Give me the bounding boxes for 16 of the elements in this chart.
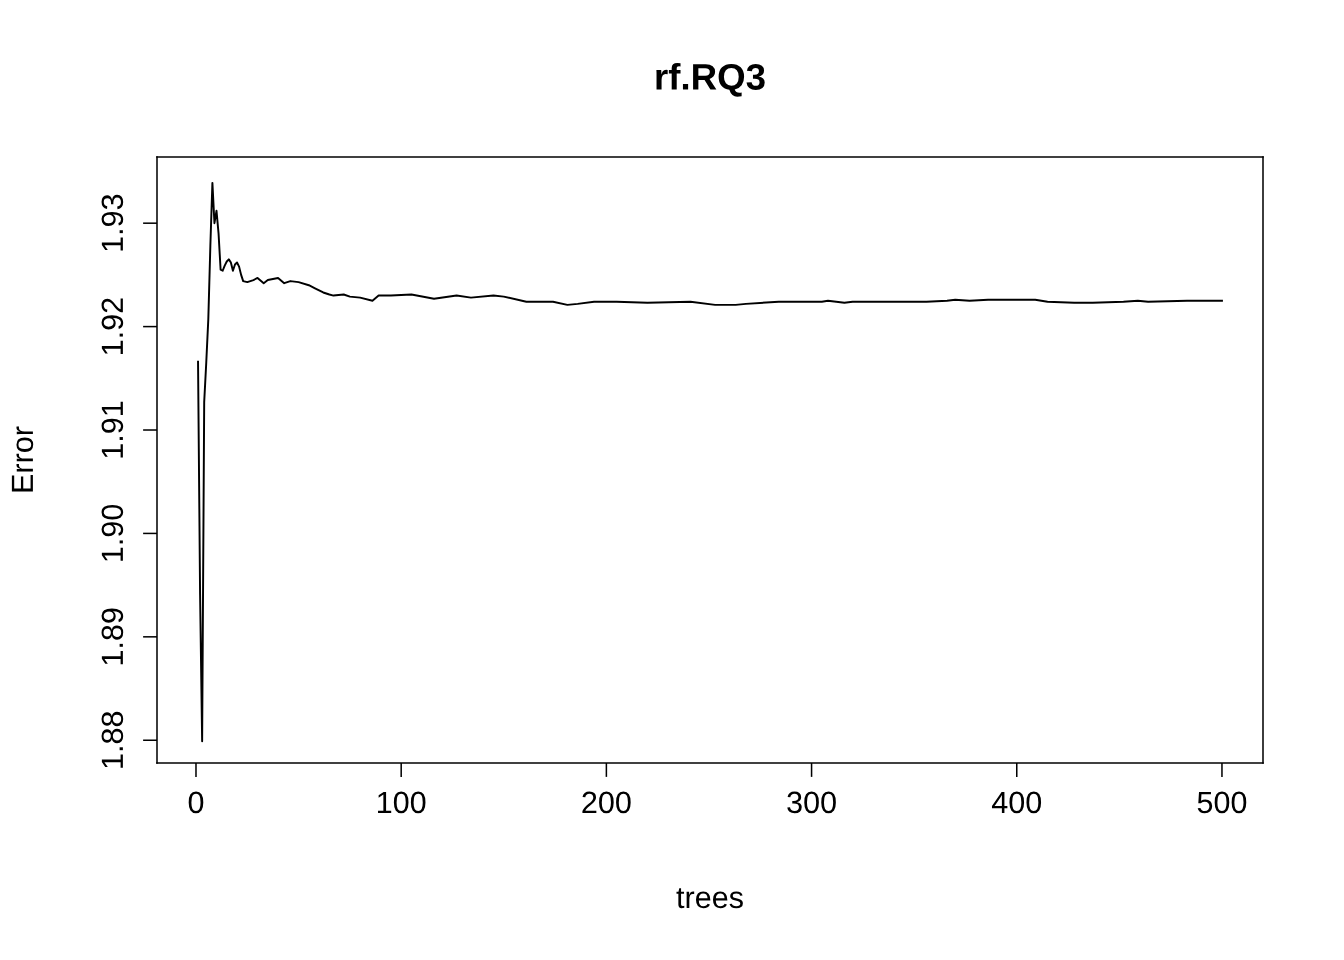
- y-tick-label: 1.91: [101, 401, 124, 458]
- y-tick-label: 1.89: [101, 608, 124, 665]
- y-tick-label: 1.92: [101, 298, 124, 354]
- y-axis-title: Error: [11, 426, 34, 492]
- x-tick-label: 500: [1197, 791, 1247, 814]
- x-tick-label: 100: [378, 791, 426, 814]
- chart-title: rf.RQ3: [656, 62, 765, 97]
- x-tick-label: 300: [787, 791, 836, 814]
- x-tick-label: 400: [991, 791, 1042, 814]
- y-tick-label: 1.93: [101, 194, 124, 251]
- line-series: [197, 181, 1223, 743]
- x-tick-label: 0: [188, 791, 204, 814]
- x-tick-label: 200: [582, 791, 631, 814]
- y-tick-label: 1.90: [101, 504, 124, 561]
- y-tick-label: 1.88: [101, 711, 124, 768]
- x-axis-title: trees: [676, 888, 743, 909]
